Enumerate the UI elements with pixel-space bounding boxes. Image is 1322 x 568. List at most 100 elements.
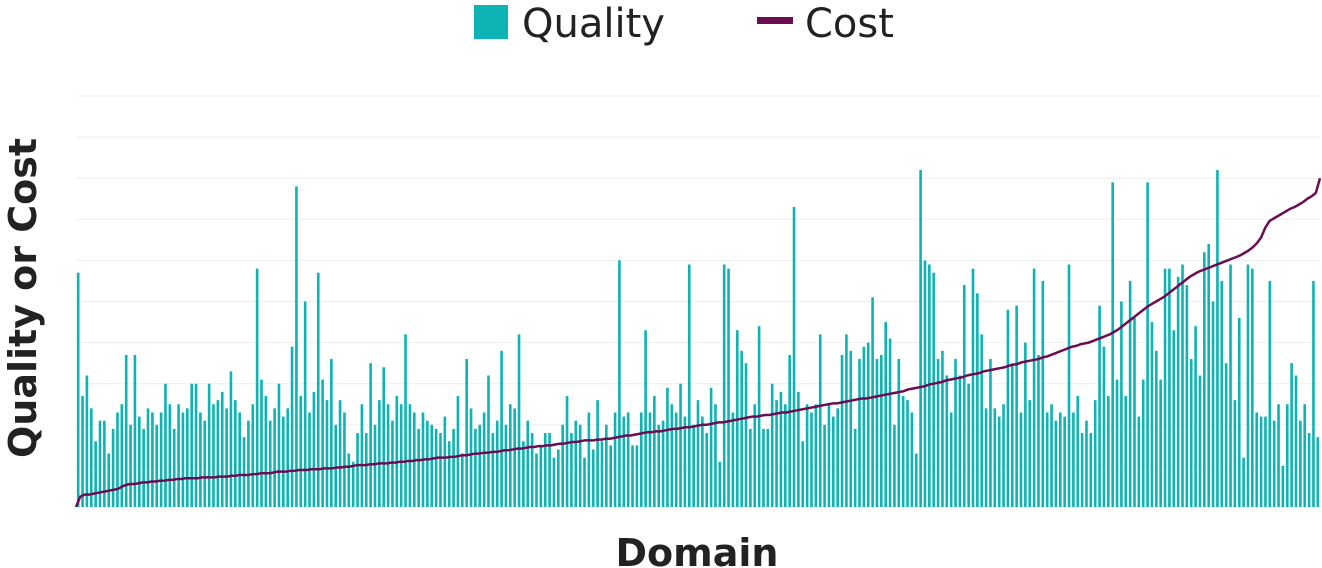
quality-bar [871,297,874,507]
quality-bar [1041,280,1045,507]
quality-bar [949,412,953,507]
quality-bar [360,404,364,507]
quality-bar [395,396,399,507]
quality-bar [1242,457,1245,507]
quality-bar [242,437,246,507]
quality-bar [312,391,316,507]
quality-bar [1233,400,1237,507]
quality-bar [456,396,460,507]
quality-bar [347,453,351,507]
quality-bar [255,268,259,507]
quality-bar [1294,375,1298,507]
quality-bar [661,420,665,507]
quality-bar [155,424,159,507]
quality-bar [417,428,420,507]
quality-bar [500,350,503,507]
quality-bar [399,404,403,507]
quality-bar [1189,359,1193,507]
quality-bar [303,301,307,507]
quality-bar [626,412,630,507]
quality-bar [1237,317,1241,507]
quality-bar [591,449,595,507]
quality-bar [89,408,93,507]
quality-bar [727,268,730,507]
quality-bar [373,424,377,507]
quality-bar [1251,268,1254,507]
quality-bar [818,334,822,507]
quality-bar [103,420,106,507]
quality-bar [670,404,674,507]
quality-bar [587,412,591,507]
quality-bar [107,453,111,507]
quality-bar [330,359,333,507]
quality-bar [543,433,547,507]
quality-bar [941,350,944,507]
quality-bar [875,359,879,507]
quality-bar [1168,268,1171,507]
quality-bar [1146,182,1149,507]
quality-bar [509,404,512,507]
quality-bar [1203,252,1206,507]
quality-bar [692,424,695,507]
quality-bar [683,416,687,507]
quality-bar [1198,375,1202,507]
quality-bar [605,424,608,507]
quality-bar [1285,404,1289,507]
quality-bar [792,206,796,507]
quality-bar [853,428,857,507]
quality-bar [190,383,193,507]
quality-bar [504,424,508,507]
quality-bar [1080,433,1084,507]
quality-bar [1093,400,1097,507]
quality-bar [1076,396,1080,507]
quality-bar [299,396,303,507]
quality-bar [805,404,809,507]
quality-bar [234,400,237,507]
quality-bar [958,375,962,507]
quality-bar [487,375,490,507]
quality-bar [137,416,141,507]
quality-bar [814,404,818,507]
quality-bar [1312,280,1315,507]
quality-bar [194,383,198,507]
quality-bar [81,396,84,507]
quality-bar [1120,301,1123,507]
quality-bar [548,433,551,507]
quality-bar [111,428,115,507]
legend-cost-label: Cost [805,1,894,47]
quality-bar [159,412,163,507]
quality-bar [1002,404,1005,507]
quality-bar [722,264,726,507]
quality-bar [439,433,442,507]
quality-bar [1277,404,1280,507]
quality-bar [1255,412,1259,507]
quality-bar [286,408,290,507]
quality-bar [897,359,901,507]
quality-bar [596,400,599,507]
quality-bar [718,461,722,507]
quality-bar [674,412,678,507]
quality-bar [561,424,564,507]
quality-bar [1220,280,1224,507]
quality-bar [264,396,268,507]
quality-bar [705,433,709,507]
quality-bar [1299,420,1302,507]
quality-bar [740,350,743,507]
quality-bar [382,367,386,507]
quality-bar [522,441,525,507]
quality-bar [866,342,870,507]
quality-bar [1163,268,1167,507]
quality-bar [1176,276,1180,507]
quality-bar [1032,268,1036,507]
legend-quality-swatch [474,5,508,39]
quality-bar [644,330,647,507]
quality-bar [666,387,669,507]
quality-bar [976,293,979,507]
quality-bar [478,424,482,507]
quality-bar [404,334,407,507]
quality-bar [980,334,984,507]
quality-bar [858,359,861,507]
quality-bar [220,391,224,507]
quality-bar [583,457,586,507]
quality-bar [1010,363,1014,507]
